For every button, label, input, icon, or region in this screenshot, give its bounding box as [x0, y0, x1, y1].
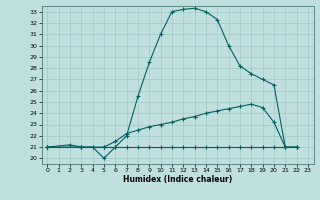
X-axis label: Humidex (Indice chaleur): Humidex (Indice chaleur) — [123, 175, 232, 184]
